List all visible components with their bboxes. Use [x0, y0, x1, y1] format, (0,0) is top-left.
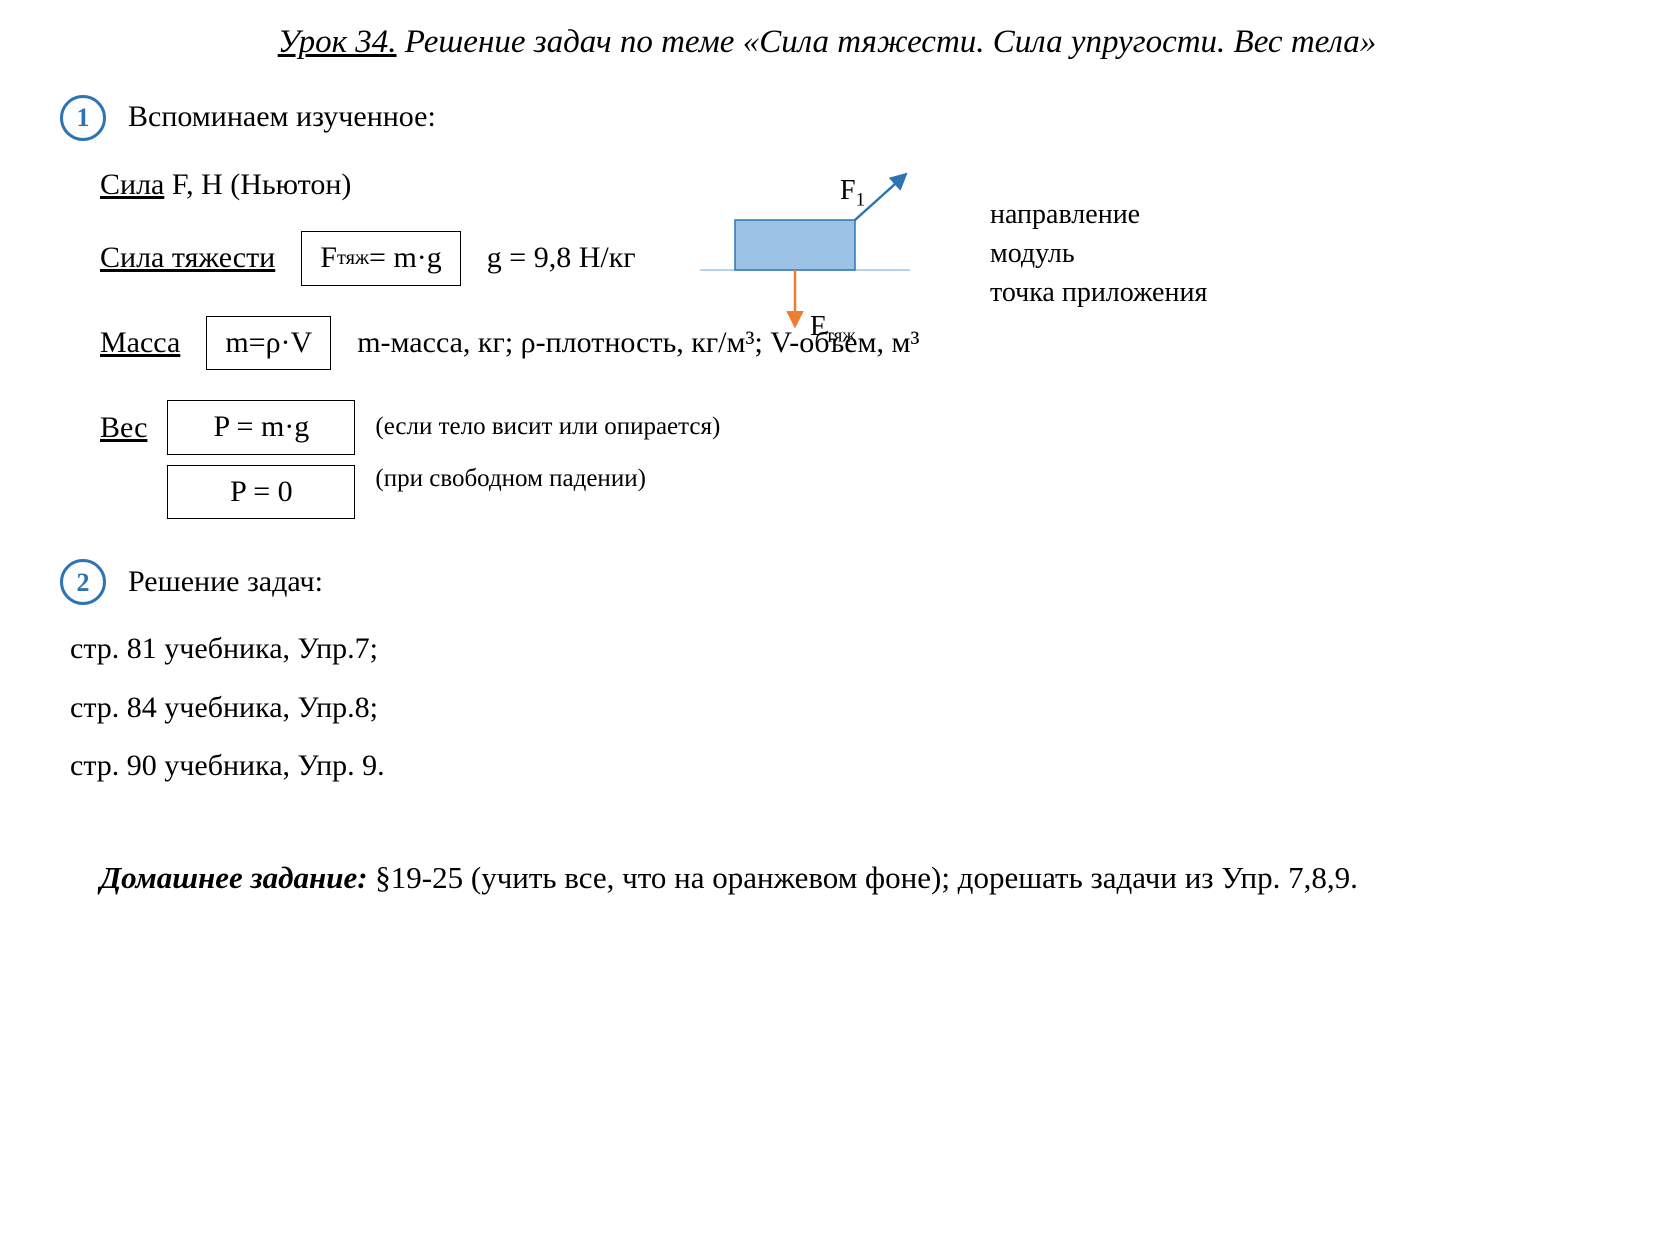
list-item: стр. 84 учебника, Упр.8;	[70, 688, 1554, 729]
list-item: стр. 81 учебника, Упр.7;	[70, 629, 1554, 670]
gravity-F-sub: тяж	[337, 245, 369, 273]
force-label: Сила	[100, 168, 164, 201]
weight-label: Вес	[100, 400, 147, 449]
weight-notes: (если тело висит или опирается) (при сво…	[375, 400, 720, 496]
F1-prefix: F	[840, 175, 856, 206]
weight-boxes: P = m·g P = 0	[167, 400, 355, 519]
force-diagram: F1 Fтяж	[700, 170, 950, 340]
force-text: F, H (Ньютон)	[164, 168, 351, 201]
Ft-sub: тяж	[826, 326, 856, 347]
gravity-F: F	[320, 238, 337, 279]
homework-label: Домашнее задание:	[100, 860, 368, 895]
prop-2: модуль	[990, 234, 1207, 273]
list-item: стр. 90 учебника, Упр. 9.	[70, 746, 1554, 787]
title-block: Урок 34. Решение задач по теме «Сила тяж…	[100, 20, 1554, 65]
mass-label: Масса	[100, 323, 180, 364]
arrow-down-label: Fтяж	[810, 308, 856, 349]
section2-heading: Решение задач:	[128, 562, 323, 603]
bullet-2-icon: 2	[60, 559, 106, 605]
section2-header: 2 Решение задач:	[60, 559, 1554, 605]
gravity-rhs: = m·g	[369, 238, 442, 279]
gravity-formula-box: Fтяж = m·g	[301, 231, 461, 286]
weight-formula1-box: P = m·g	[167, 400, 355, 455]
mass-formula-box: m=ρ·V	[206, 316, 331, 371]
section1-heading: Вспоминаем изученное:	[128, 97, 436, 138]
lesson-label: Урок 34.	[278, 24, 397, 60]
force-properties: направление модуль точка приложения	[990, 195, 1207, 313]
section2-list: стр. 81 учебника, Упр.7; стр. 84 учебник…	[70, 629, 1554, 787]
prop-1: направление	[990, 195, 1207, 234]
Ft-prefix: F	[810, 311, 826, 342]
homework-text: §19-25 (учить все, что на оранжевом фоне…	[368, 860, 1358, 895]
weight-note2: (при свободном падении)	[375, 462, 720, 496]
F1-sub: 1	[856, 190, 866, 211]
weight-note1: (если тело висит или опирается)	[375, 410, 720, 444]
bullet-1-icon: 1	[60, 95, 106, 141]
weight-formula2-box: P = 0	[167, 465, 355, 520]
prop-3: точка приложения	[990, 273, 1207, 312]
gravity-label: Сила тяжести	[100, 238, 275, 279]
block-rect	[735, 220, 855, 270]
homework-block: Домашнее задание: §19-25 (учить все, что…	[100, 857, 1554, 899]
lesson-topic: Решение задач по теме «Сила тяжести. Сил…	[405, 24, 1377, 60]
weight-row: Вес P = m·g P = 0 (если тело висит или о…	[100, 400, 1554, 519]
gravity-g-value: g = 9,8 Н/кг	[487, 238, 636, 279]
arrow-up-label: F1	[840, 172, 865, 213]
document-page: Урок 34. Решение задач по теме «Сила тяж…	[0, 0, 1654, 1233]
section1-header: 1 Вспоминаем изученное:	[60, 95, 1554, 141]
